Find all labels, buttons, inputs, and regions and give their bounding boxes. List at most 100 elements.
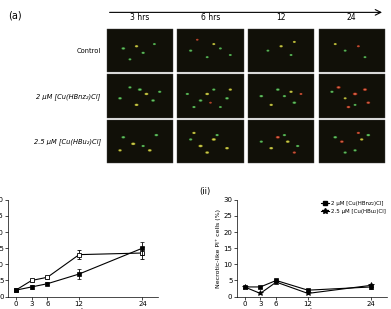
Circle shape	[152, 100, 154, 101]
Circle shape	[276, 137, 279, 138]
Circle shape	[119, 150, 121, 151]
Circle shape	[277, 89, 279, 90]
Circle shape	[212, 139, 215, 140]
Circle shape	[230, 89, 231, 90]
Circle shape	[226, 98, 228, 99]
Circle shape	[290, 91, 292, 92]
Legend: 2 μM [Cu(HBnz₂)Cl], 2.5 μM [Cu(HBu₂)Cl]: 2 μM [Cu(HBnz₂)Cl], 2.5 μM [Cu(HBu₂)Cl]	[320, 201, 386, 214]
Circle shape	[129, 59, 131, 60]
Circle shape	[287, 141, 289, 142]
Circle shape	[118, 98, 122, 99]
Circle shape	[136, 46, 138, 47]
Circle shape	[354, 150, 356, 151]
Circle shape	[122, 137, 124, 138]
Circle shape	[276, 89, 279, 90]
Circle shape	[347, 107, 350, 108]
Bar	[178, 120, 244, 163]
Bar	[107, 74, 173, 118]
Bar	[178, 74, 244, 118]
Text: 3 hrs: 3 hrs	[130, 13, 149, 22]
Circle shape	[216, 135, 218, 136]
Circle shape	[293, 102, 296, 103]
Circle shape	[344, 152, 346, 153]
Text: 24: 24	[347, 13, 357, 22]
Circle shape	[129, 59, 131, 60]
Circle shape	[344, 50, 346, 51]
Circle shape	[354, 104, 356, 105]
Circle shape	[122, 48, 125, 49]
Circle shape	[260, 141, 262, 142]
Y-axis label: Necrotic-like PI⁺ cells (%): Necrotic-like PI⁺ cells (%)	[216, 209, 221, 288]
Circle shape	[193, 107, 195, 108]
Circle shape	[212, 139, 215, 140]
Circle shape	[260, 141, 262, 142]
Circle shape	[206, 94, 208, 95]
Circle shape	[354, 150, 356, 151]
Bar	[107, 120, 173, 163]
Circle shape	[347, 107, 350, 108]
Circle shape	[132, 143, 135, 144]
Circle shape	[190, 50, 192, 51]
Circle shape	[158, 91, 161, 92]
Circle shape	[206, 93, 209, 95]
Circle shape	[119, 98, 121, 99]
Circle shape	[260, 96, 262, 97]
Text: 2.5 μM [Cu(HBu₂)Cl]: 2.5 μM [Cu(HBu₂)Cl]	[34, 138, 101, 145]
Bar	[107, 29, 173, 72]
Circle shape	[277, 137, 278, 138]
Circle shape	[338, 87, 339, 88]
Circle shape	[341, 141, 343, 142]
Circle shape	[190, 139, 192, 140]
Circle shape	[267, 50, 269, 51]
Circle shape	[135, 104, 138, 105]
Circle shape	[293, 152, 296, 153]
Circle shape	[226, 148, 228, 149]
Circle shape	[135, 104, 138, 105]
Circle shape	[367, 102, 370, 103]
Circle shape	[270, 148, 272, 149]
Circle shape	[159, 91, 161, 92]
Circle shape	[190, 50, 192, 51]
Circle shape	[353, 93, 357, 95]
Circle shape	[293, 102, 296, 103]
Bar	[319, 74, 385, 118]
Circle shape	[213, 89, 215, 90]
Circle shape	[331, 91, 333, 92]
X-axis label: h: h	[310, 308, 314, 309]
Circle shape	[364, 89, 366, 90]
Circle shape	[199, 145, 202, 147]
Circle shape	[200, 100, 201, 101]
Circle shape	[334, 137, 336, 138]
Circle shape	[220, 48, 221, 49]
Bar	[248, 29, 314, 72]
Circle shape	[337, 87, 340, 88]
Circle shape	[138, 89, 142, 90]
Circle shape	[123, 48, 124, 49]
Circle shape	[148, 150, 151, 151]
Circle shape	[210, 102, 211, 103]
Circle shape	[367, 102, 369, 103]
Circle shape	[122, 137, 125, 138]
Circle shape	[155, 135, 158, 136]
Circle shape	[290, 91, 292, 92]
Circle shape	[206, 152, 208, 153]
Text: 6 hrs: 6 hrs	[201, 13, 220, 22]
Circle shape	[267, 50, 269, 51]
Circle shape	[190, 139, 192, 140]
Circle shape	[123, 137, 124, 138]
Circle shape	[213, 139, 214, 140]
Circle shape	[129, 87, 131, 88]
Circle shape	[152, 100, 154, 101]
Circle shape	[283, 135, 286, 136]
Circle shape	[357, 46, 359, 47]
Circle shape	[145, 94, 147, 95]
Circle shape	[270, 104, 273, 105]
Circle shape	[139, 89, 140, 90]
Circle shape	[206, 152, 209, 153]
Circle shape	[119, 150, 121, 151]
Circle shape	[138, 89, 141, 90]
Circle shape	[361, 139, 362, 140]
Circle shape	[199, 100, 202, 101]
Circle shape	[219, 48, 221, 49]
Circle shape	[358, 46, 359, 47]
